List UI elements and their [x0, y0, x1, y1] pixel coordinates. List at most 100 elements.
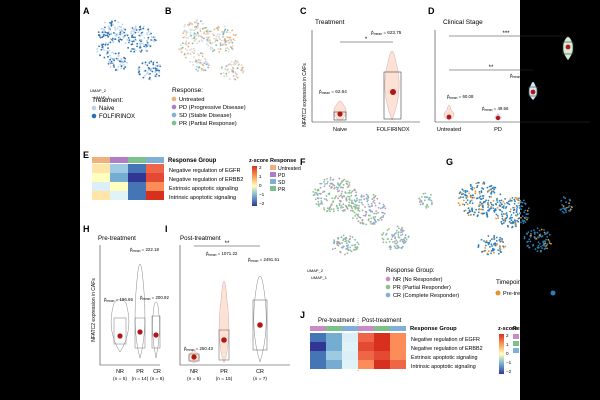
umapG-point [481, 251, 483, 253]
panel-h-violin-pr [134, 263, 146, 359]
umapA-point [154, 75, 157, 77]
umapG-point [458, 204, 461, 207]
umapF-point [321, 203, 323, 205]
umapB-point [224, 41, 227, 43]
umapF-point [361, 219, 364, 222]
umapF-point [341, 181, 343, 183]
umapF-point [355, 248, 357, 251]
umapG-point [500, 222, 503, 225]
umapB-point [227, 50, 230, 53]
umapA-point [118, 36, 121, 39]
panel-j-groupbar-post-nr [358, 326, 374, 331]
heatE-cell [128, 191, 146, 200]
umapG-point [520, 221, 522, 224]
umapF-point [395, 239, 398, 242]
umapB-point [203, 37, 205, 40]
umapF-point [357, 209, 359, 212]
panel-h-mean-nr [117, 333, 123, 339]
umapB-point [191, 28, 193, 31]
panel-d-title: Clinical Stage [443, 19, 483, 26]
umapA-point [104, 43, 107, 46]
panel-j-groupbar-pre-nr [310, 326, 326, 331]
umapG-point [505, 212, 508, 215]
umapF-point [355, 204, 358, 207]
umapB-point [207, 44, 210, 47]
panel-e-group-bar [92, 157, 164, 163]
umapG-point [471, 196, 474, 199]
umapA-point [105, 53, 108, 56]
umapF-point [330, 204, 332, 207]
umapG-point [466, 203, 469, 206]
umapG-point [504, 198, 506, 200]
umapF-point [373, 212, 376, 215]
umapF-point [422, 192, 425, 195]
umapF-point [354, 238, 356, 241]
umapA-point [101, 36, 104, 39]
heatJ-cell [310, 351, 326, 360]
umapF-point [367, 219, 370, 222]
umapG-point [504, 245, 507, 248]
umapG-point [534, 237, 537, 240]
umapB-point [191, 51, 194, 53]
umapF-point [353, 211, 356, 214]
umapA-point [109, 66, 112, 69]
umapG-point [539, 235, 541, 237]
panel-i-pmean-label-nr: p̂mean = 250.43 [184, 346, 213, 352]
umapB-point [211, 46, 213, 49]
umapA-point [111, 20, 113, 23]
umapF-point [384, 207, 387, 210]
umapB-point [222, 32, 225, 35]
umapB-point [218, 51, 221, 53]
umapF-point [341, 246, 344, 249]
umapF-point [353, 199, 356, 202]
umapB-point [207, 30, 210, 33]
umapF-point [372, 193, 375, 196]
umapA-point [139, 38, 142, 41]
umapB-point [208, 36, 211, 39]
umapG-point [511, 197, 514, 199]
umapB-point [236, 74, 239, 76]
umapA-point [119, 31, 122, 34]
umapG-point [475, 182, 478, 185]
umapF-point [345, 245, 348, 247]
umapF-point [396, 225, 399, 228]
umapF-point [326, 178, 328, 180]
umapA-point [100, 27, 103, 30]
umapG-point [523, 211, 526, 214]
umapF-point [336, 207, 339, 210]
umapB-point [233, 62, 236, 65]
umapG-point [510, 214, 513, 216]
umapA-point [137, 31, 140, 34]
umapB-point [187, 45, 190, 48]
umapF-point [320, 182, 323, 185]
panel-h-n-pr: (n = 14) [132, 376, 149, 382]
umapG-point [487, 206, 489, 209]
umapA-point [114, 52, 117, 55]
panel-i-sig: ** [225, 241, 230, 247]
umapG-point [463, 199, 465, 202]
legend-b-swatch-pd [171, 104, 177, 110]
panel-j-ztick-4: −1 [506, 360, 512, 365]
umapF-point [382, 238, 385, 241]
panel-i-violin-pr [218, 280, 230, 364]
umapA-point [132, 29, 135, 31]
umapB-point [236, 76, 239, 79]
umapA-point [146, 71, 149, 74]
umapG-point [500, 213, 503, 216]
umapB-point [188, 42, 190, 44]
umapB-point [213, 34, 215, 37]
umapB-point [228, 78, 231, 81]
umapA-point [98, 35, 101, 37]
umapG-point [527, 207, 530, 210]
umapB-point [230, 40, 233, 43]
panel-d-sig-2: *** [502, 31, 510, 37]
umapA-point [131, 27, 134, 29]
umapF-point [351, 209, 354, 212]
umapF-point [380, 216, 383, 219]
umapG-point [489, 246, 491, 248]
panel-letter-h: H [83, 224, 90, 234]
umapF-point [323, 180, 325, 183]
umapG-point [518, 197, 520, 200]
umapF-point [365, 213, 367, 216]
umapF-point [400, 228, 403, 231]
